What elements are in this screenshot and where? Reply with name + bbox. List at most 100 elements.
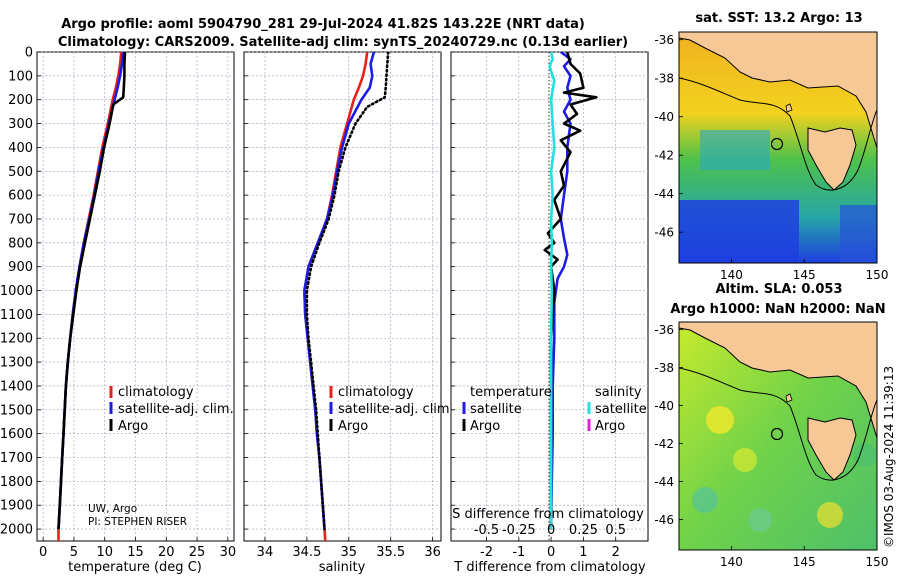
lat-tick-label: -40	[654, 399, 674, 413]
depth-tick-label: 1500	[0, 403, 33, 418]
sst-cool-patch-east	[840, 205, 877, 263]
difference-lines	[543, 52, 598, 530]
legend-satellite-label: satellite-adj. clim.	[118, 402, 234, 417]
depth-tick-label: 700	[8, 212, 33, 227]
x-tick-label: 36	[424, 545, 441, 560]
depth-tick-label: 1400	[0, 379, 33, 394]
sst-map-ticks: -36 -38 -40 -42 -44 -46 140 145 150	[654, 33, 888, 282]
lon-tick-label: 150	[866, 555, 889, 569]
difference-axes-box	[450, 51, 649, 542]
series-line-argo	[305, 52, 390, 531]
lon-tick-label: 140	[720, 555, 743, 569]
depth-tick-label: 1100	[0, 308, 33, 323]
sla-eddy	[853, 443, 877, 467]
salinity-lines	[303, 52, 390, 541]
depth-tick-label: 1200	[0, 332, 33, 347]
series-line-argo	[57, 52, 127, 530]
depth-ticks: 0 100 200 300 400 500 600 700 800 900 1000 1100 1200…	[0, 46, 33, 538]
t-difference-xlabel: T difference from climatology	[453, 560, 646, 575]
x-tick-label: 35	[341, 545, 358, 560]
salinity-ticks: 34 34.5 35 35.5 36	[257, 545, 441, 560]
pi-note-line2: PI: STEPHEN RISER	[88, 516, 187, 528]
x-tick-label: 0	[39, 545, 47, 560]
depth-tick-label: 1700	[0, 451, 33, 466]
s-tick-label: -0.5	[474, 523, 499, 538]
lon-tick-label: 145	[793, 555, 816, 569]
legend-sal-satellite-label: satellite	[595, 402, 647, 417]
series-line-salinity-satellite	[548, 52, 556, 530]
king-island	[785, 103, 793, 113]
lat-tick-label: -38	[654, 72, 674, 86]
lat-tick-label: -44	[654, 187, 674, 201]
lat-tick-label: -36	[654, 323, 674, 337]
tasmania-land	[807, 417, 857, 481]
legend-temp-satellite-label: satellite	[470, 402, 522, 417]
mainland-land	[679, 32, 877, 149]
difference-panel: -2 -1 0 1 2 -0.5 -0.25 0 0.25 0.5 S difference f…	[450, 51, 649, 575]
sla-map-title-line1: Altim. SLA: 0.053	[716, 282, 843, 297]
t-difference-ticks: -2 -1 0 1 2	[480, 545, 620, 560]
figure-title-line1: Argo profile: aoml 5904790_281 29-Jul-20…	[61, 17, 585, 32]
x-tick-label: 2	[612, 545, 620, 560]
sla-map-frame	[678, 321, 878, 551]
depth-tick-label: 1900	[0, 499, 33, 514]
sst-map-title: sat. SST: 13.2 Argo: 13	[695, 11, 862, 26]
depth-tick-label: 500	[8, 165, 33, 180]
depth-tick-label: 1000	[0, 284, 33, 299]
sst-map: sat. SST: 13.2 Argo: 13 -36-38-40-42-44-…	[654, 11, 888, 282]
sla-map-ticks: -36 -38 -40 -42 -44 -46 140 145 150	[654, 323, 888, 569]
sla-eddy	[692, 487, 718, 513]
depth-tick-label: 1300	[0, 356, 33, 371]
depth-tick-label: 0	[25, 46, 33, 61]
lat-tick-label: -44	[654, 475, 674, 489]
tasmania-land	[807, 127, 857, 191]
legend-satellite-label: satellite-adj. clim.	[338, 402, 454, 417]
x-tick-label: 1	[579, 545, 587, 560]
legend-sal-argo-label: Argo	[595, 419, 625, 434]
lat-tick-label: -36	[654, 33, 674, 47]
lon-tick-label: 145	[793, 268, 816, 282]
x-tick-label: -1	[512, 545, 525, 560]
sla-eddy	[706, 406, 734, 434]
salinity-axes-box	[243, 51, 442, 542]
legend-climatology-label: climatology	[338, 385, 414, 400]
legend-temp-argo-label: Argo	[470, 419, 500, 434]
mainland-land	[679, 322, 877, 439]
sla-map-title-line2: Argo h1000: NaN h2000: NaN	[670, 302, 885, 317]
temperature-panel: 0100200300400500600700800900100011001200…	[0, 46, 236, 576]
legend-climatology-label: climatology	[118, 385, 194, 400]
x-tick-label: 15	[127, 545, 144, 560]
s-tick-label: 0	[547, 523, 555, 538]
x-tick-label: -2	[480, 545, 493, 560]
x-tick-label: 10	[96, 545, 113, 560]
depth-tick-label: 1600	[0, 427, 33, 442]
x-tick-label: 20	[158, 545, 175, 560]
s-tick-label: 0.5	[605, 523, 626, 538]
legend-argo-label: Argo	[338, 419, 368, 434]
difference-legend: temperature salinity satellite Argo sate…	[462, 385, 647, 434]
depth-tick-label: 400	[8, 141, 33, 156]
lat-tick-label: -46	[654, 513, 674, 527]
s-difference-ticks: -0.5 -0.25 0 0.25 0.5	[474, 523, 626, 538]
temperature-xlabel: temperature (deg C)	[68, 560, 202, 575]
float-location-marker	[770, 427, 784, 441]
x-tick-label: 0	[547, 545, 555, 560]
x-tick-label: 34.5	[292, 545, 321, 560]
king-island	[785, 393, 793, 403]
temperature-lines	[57, 52, 127, 541]
bathymetry-contour	[679, 367, 877, 481]
lon-tick-label: 140	[720, 268, 743, 282]
sst-map-frame	[678, 31, 878, 264]
depth-tick-label: 200	[8, 93, 33, 108]
salinity-panel: 34 34.5 35 35.5 36 salinity climatology sate…	[243, 51, 454, 575]
sla-eddy	[817, 502, 843, 528]
s-difference-xlabel: S difference from climatology	[452, 507, 644, 522]
depth-tick-label: 300	[8, 117, 33, 132]
lat-tick-label: -42	[654, 149, 674, 163]
x-tick-label: 30	[220, 545, 237, 560]
x-tick-label: 34	[257, 545, 274, 560]
sla-eddy	[748, 508, 772, 532]
sla-eddy	[733, 448, 757, 472]
lat-tick-label: -42	[654, 437, 674, 451]
